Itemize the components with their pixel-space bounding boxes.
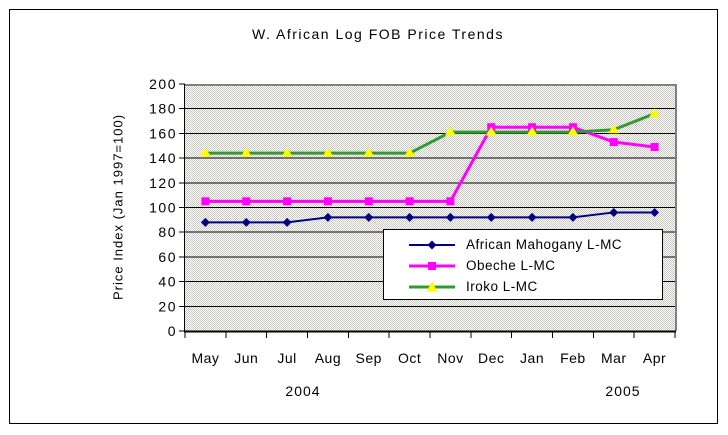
x-tick-label: Jul <box>277 350 296 366</box>
triangle-marker-icon <box>608 124 620 134</box>
diamond-marker-icon <box>364 212 374 222</box>
square-marker-icon <box>650 142 659 151</box>
square-marker-icon <box>609 138 618 147</box>
square-marker-icon <box>323 197 332 206</box>
diamond-marker-icon <box>241 217 251 227</box>
y-tick-label: 180 <box>149 101 177 117</box>
diamond-marker-icon <box>486 212 496 222</box>
legend: African Mahogany L-MC Obeche L-MC Iroko … <box>383 229 663 300</box>
triangle-marker-icon <box>426 281 438 291</box>
legend-label: African Mahogany L-MC <box>466 237 623 252</box>
x-tick-label: Feb <box>560 350 586 366</box>
triangle-marker-icon <box>281 147 293 157</box>
y-tick-label: 100 <box>149 200 177 216</box>
series-line-obeche-l-mc <box>205 125 655 203</box>
y-tick-label: 20 <box>158 298 177 314</box>
series-line-african-mahogany-l-mc <box>205 211 655 224</box>
square-marker-icon <box>242 197 251 206</box>
year-label: 2004 <box>285 383 320 399</box>
y-tick-label: 160 <box>149 125 177 141</box>
series-line-iroko-l-mc <box>205 112 656 155</box>
square-marker-icon <box>283 197 292 206</box>
diamond-marker-icon <box>282 217 292 227</box>
triangle-marker-icon <box>240 147 252 157</box>
y-tick-label: 0 <box>168 323 177 339</box>
x-tick-label: May <box>191 350 219 366</box>
legend-item: African Mahogany L-MC <box>408 234 662 255</box>
diamond-marker-icon <box>200 217 210 227</box>
legend-label: Obeche L-MC <box>466 258 556 273</box>
diamond-marker-icon <box>650 207 660 217</box>
legend-sample <box>409 281 455 291</box>
x-tick-label: Dec <box>478 350 504 366</box>
triangle-marker-icon <box>199 147 211 157</box>
legend-sample <box>409 240 455 249</box>
diamond-marker-icon <box>323 212 333 222</box>
plot-border <box>185 84 677 331</box>
series-african-mahogany-l-mc <box>200 207 660 227</box>
x-tick-label: Oct <box>398 350 421 366</box>
triangle-marker-icon <box>567 126 579 136</box>
triangle-marker-icon <box>526 126 538 136</box>
diamond-marker-icon <box>427 240 437 249</box>
x-tick-label: Nov <box>437 350 463 366</box>
legend-item: Iroko L-MC <box>408 276 662 297</box>
x-tick-label: Mar <box>601 350 627 366</box>
diamond-marker-icon <box>568 212 578 222</box>
legend-item: Obeche L-MC <box>408 255 662 276</box>
chart-title: W. African Log FOB Price Trends <box>252 26 504 42</box>
x-tick-label: Jun <box>234 350 258 366</box>
x-tick-label: Apr <box>643 350 666 366</box>
diamond-marker-icon <box>405 212 415 222</box>
triangle-marker-icon <box>444 126 456 136</box>
y-tick-label: 140 <box>149 150 177 166</box>
triangle-marker-icon <box>404 147 416 157</box>
diamond-marker-icon <box>609 207 619 217</box>
series-iroko-l-mc <box>199 108 661 157</box>
x-tick-label: Aug <box>315 350 341 366</box>
diamond-marker-icon <box>445 212 455 222</box>
x-tick-label: Jan <box>520 350 544 366</box>
y-tick-label: 40 <box>158 274 177 290</box>
y-tick-label: 60 <box>158 249 177 265</box>
x-tick-label: Sep <box>356 350 382 366</box>
legend-sample <box>409 261 455 270</box>
y-tick-label: 200 <box>149 76 177 92</box>
square-marker-icon <box>364 197 373 206</box>
legend-label: Iroko L-MC <box>466 279 538 294</box>
triangle-marker-icon <box>485 126 497 136</box>
triangle-marker-icon <box>322 147 334 157</box>
triangle-marker-icon <box>649 108 661 118</box>
square-marker-icon <box>428 261 436 270</box>
square-marker-icon <box>405 197 414 206</box>
y-tick-label: 120 <box>149 175 177 191</box>
triangle-marker-icon <box>363 147 375 157</box>
square-marker-icon <box>446 197 455 206</box>
year-label: 2005 <box>605 383 640 399</box>
diamond-marker-icon <box>527 212 537 222</box>
square-marker-icon <box>201 197 210 206</box>
figure-border <box>9 9 718 424</box>
y-tick-label: 80 <box>158 224 177 240</box>
